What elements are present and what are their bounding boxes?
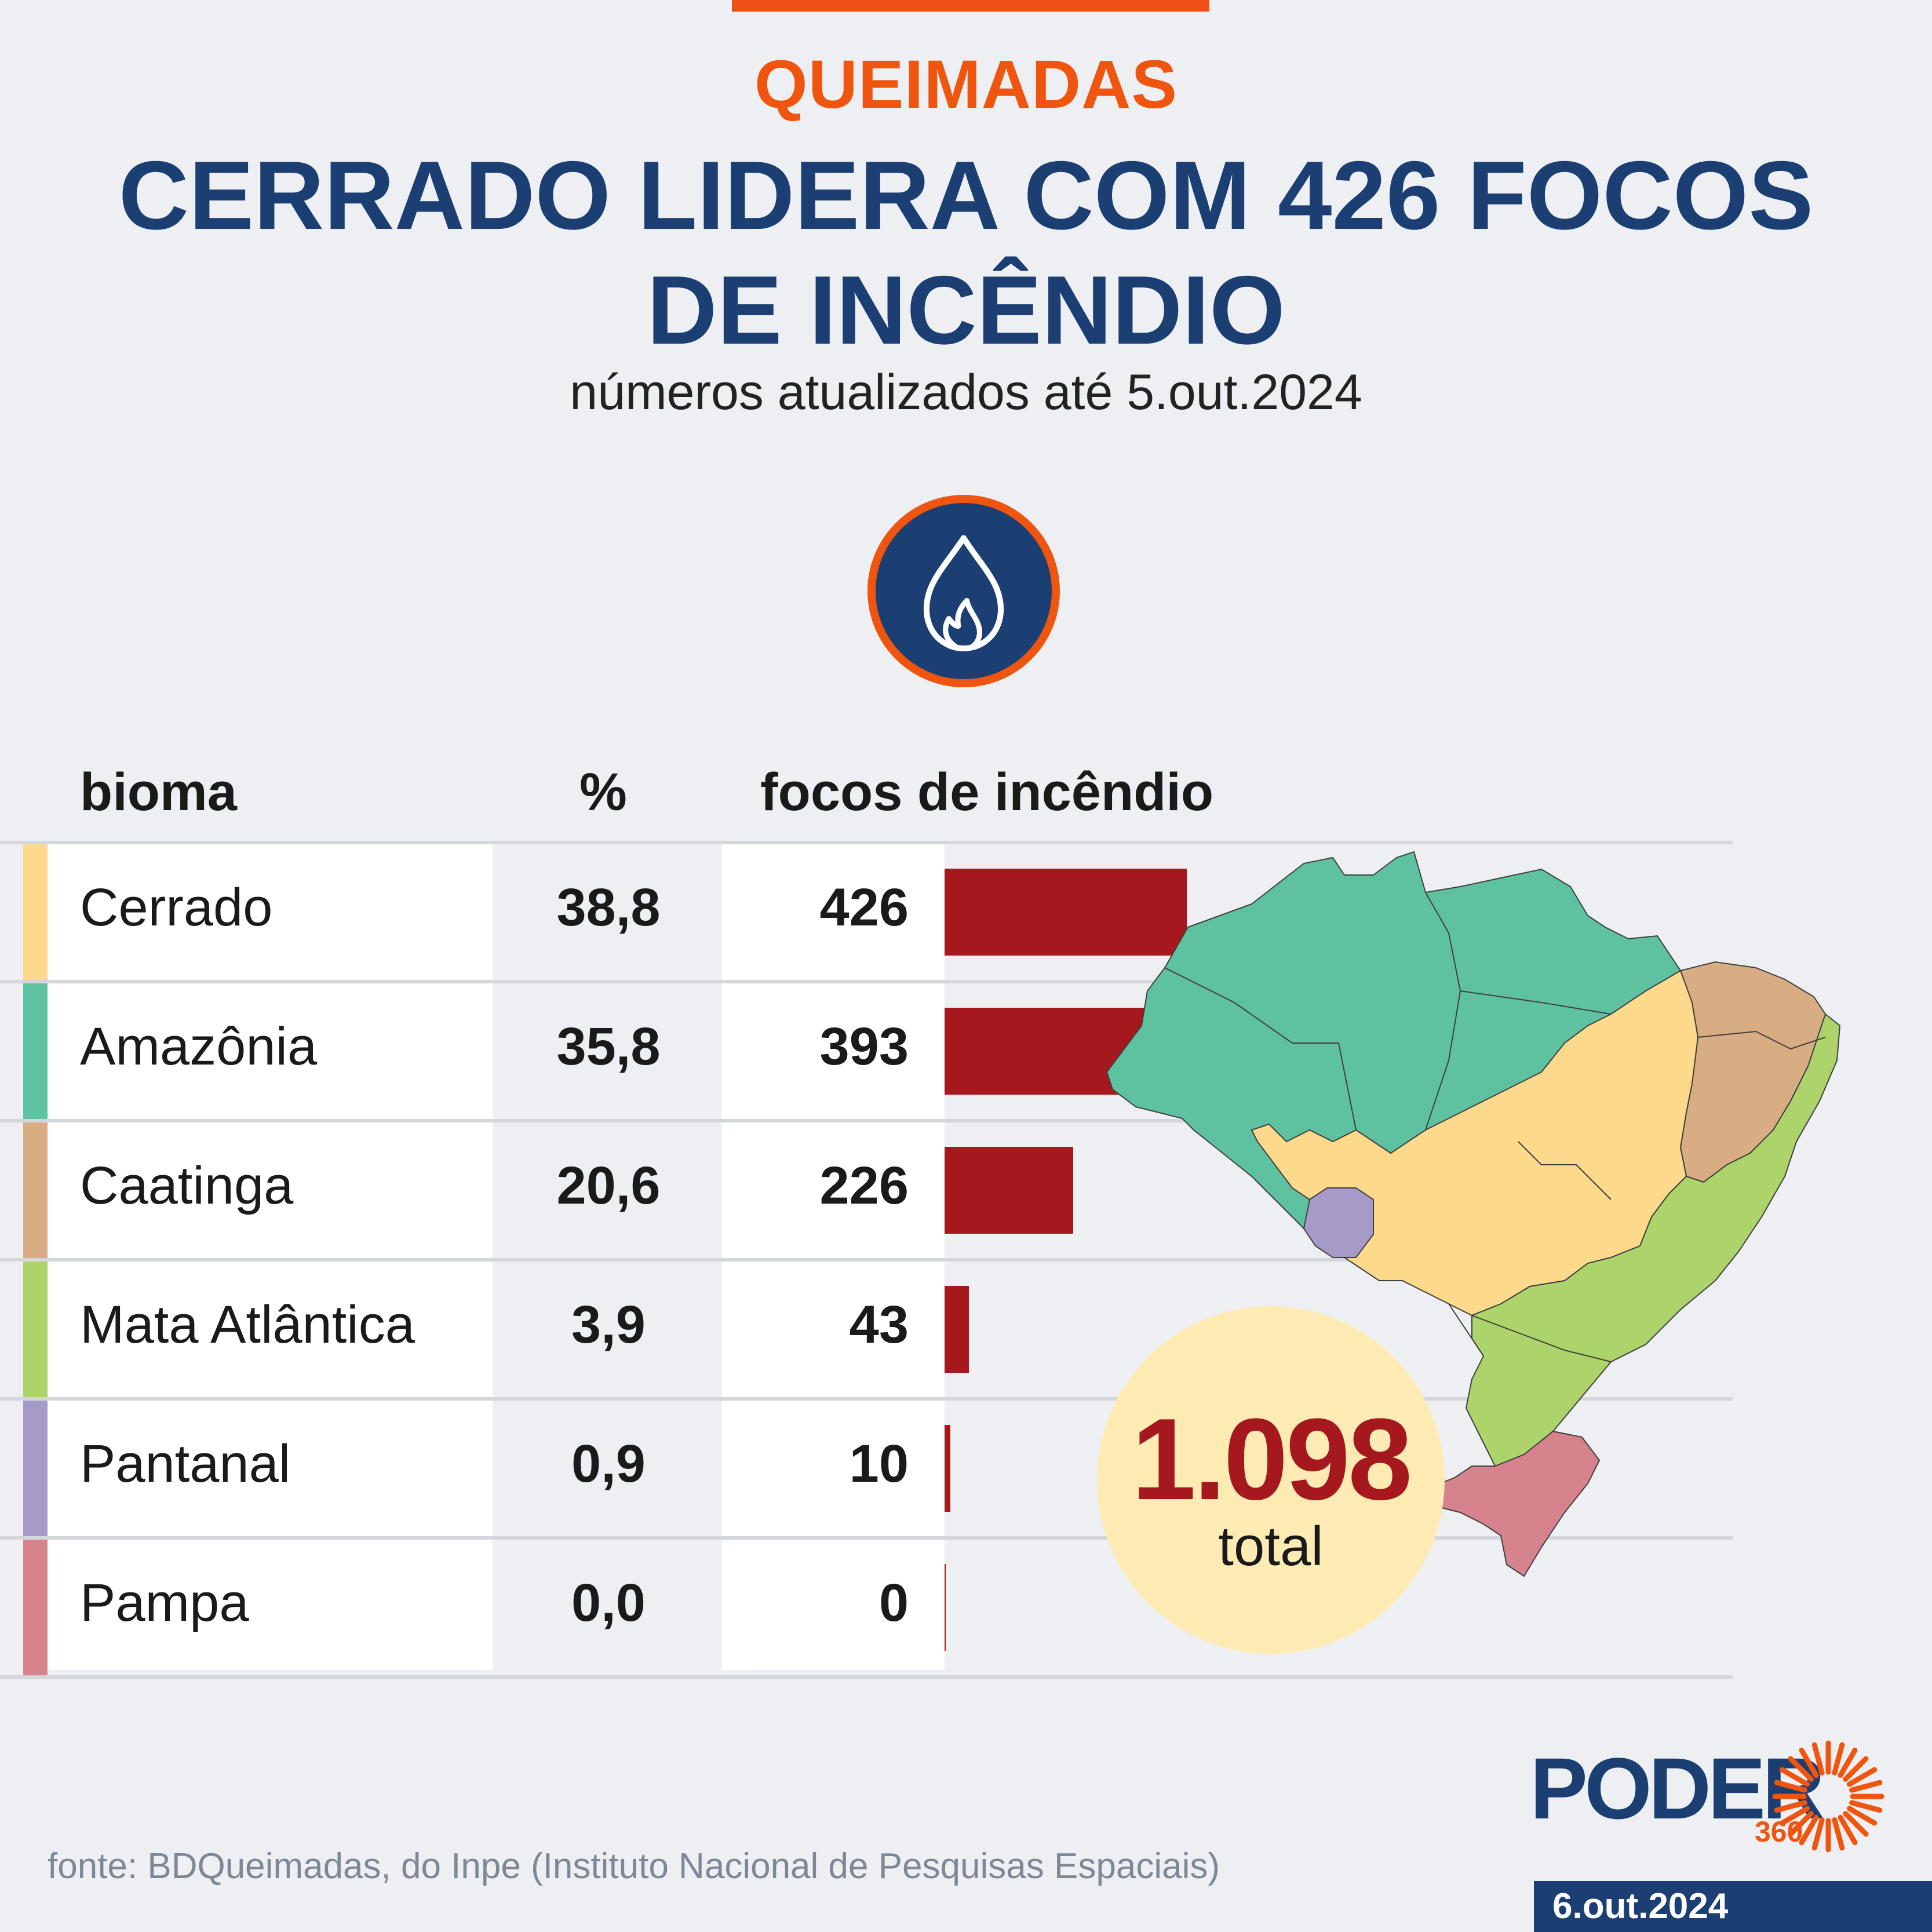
biome-focos-value: 0 <box>878 1573 909 1632</box>
row-divider <box>0 1119 1733 1122</box>
row-divider <box>0 841 1733 844</box>
subtitle: números atualizados até 5.out.2024 <box>570 364 1362 420</box>
biome-color-swatch <box>23 844 48 980</box>
total-value: 1.098 <box>1131 1395 1413 1524</box>
map-region-pantanal <box>1303 1187 1374 1258</box>
bar-focos <box>945 869 1187 956</box>
row-divider <box>0 1536 1733 1540</box>
map-region-caatinga <box>1679 961 1826 1183</box>
column-header-focos: focos de incêndio <box>760 763 1214 822</box>
biome-focos-value: 10 <box>849 1434 909 1493</box>
top-accent-bar <box>732 0 1209 12</box>
bar-focos <box>945 1147 1073 1234</box>
biome-pct: 35,8 <box>556 1017 661 1076</box>
biome-pct: 0,0 <box>571 1573 646 1632</box>
column-header-pct: % <box>579 763 627 822</box>
biome-name: Pampa <box>80 1573 249 1632</box>
row-divider <box>0 980 1733 983</box>
bioma-column-bg <box>48 843 493 1670</box>
row-divider <box>0 1397 1733 1401</box>
poder360-logo: PODER 360 <box>1530 1738 1889 1853</box>
logo-wordmark: PODER <box>1530 1740 1825 1837</box>
total-label: total <box>1218 1515 1324 1577</box>
column-header-bioma: bioma <box>80 763 237 822</box>
fire-icon <box>867 495 1060 687</box>
brazil-biome-map <box>1106 851 1841 1577</box>
biome-name: Cerrado <box>80 878 273 937</box>
biome-name: Mata Atlântica <box>80 1295 415 1354</box>
bar-focos <box>945 1564 946 1651</box>
biome-name: Amazônia <box>80 1017 318 1076</box>
headline: CERRADO LIDERA COM 426 FOCOS DE INCÊNDIO <box>0 138 1932 367</box>
biome-color-swatch <box>23 983 48 1119</box>
headline-line-1: CERRADO LIDERA COM 426 FOCOS <box>118 141 1814 250</box>
biome-focos-value: 226 <box>819 1156 909 1215</box>
biome-focos-value: 43 <box>849 1295 909 1354</box>
bar-focos <box>945 1425 950 1512</box>
biome-color-swatch <box>23 1401 48 1536</box>
source-note: fonte: BDQueimadas, do Inpe (Instituto N… <box>48 1846 1220 1886</box>
biome-pct: 3,9 <box>571 1295 646 1354</box>
biome-color-swatch <box>23 1540 48 1675</box>
focos-column-bg <box>722 843 945 1670</box>
publish-date: 6.out.2024 <box>1534 1881 1932 1932</box>
headline-line-2: DE INCÊNDIO <box>647 256 1285 364</box>
biome-pct: 20,6 <box>556 1156 661 1215</box>
logo-360: 360 <box>1755 1816 1803 1848</box>
biome-focos-value: 393 <box>819 1017 909 1076</box>
row-divider <box>0 1675 1733 1679</box>
biome-pct: 38,8 <box>556 878 661 937</box>
biome-name: Caatinga <box>80 1156 294 1215</box>
biome-color-swatch <box>23 1262 48 1397</box>
biome-focos-value: 426 <box>819 878 909 937</box>
biome-name: Pantanal <box>80 1434 291 1493</box>
biome-color-swatch <box>23 1122 48 1258</box>
biome-pct: 0,9 <box>571 1434 646 1493</box>
map-region-mata-atlantica <box>1465 1013 1841 1467</box>
sun-icon <box>1772 1740 1884 1853</box>
kicker: QUEIMADAS <box>754 46 1178 123</box>
bar-focos <box>945 1286 969 1373</box>
total-badge: 1.098 total <box>1097 1306 1445 1654</box>
row-divider <box>0 1258 1733 1262</box>
